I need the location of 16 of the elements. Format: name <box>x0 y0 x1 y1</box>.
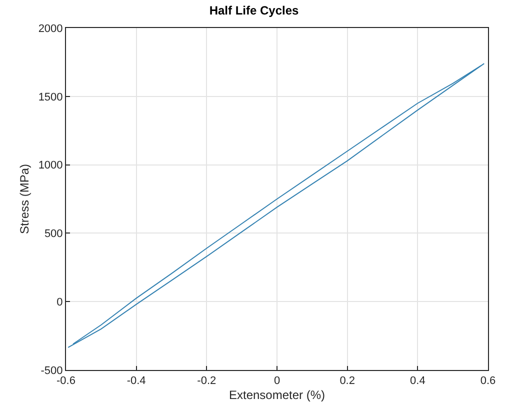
x-tick-label: -0.6 <box>56 375 76 388</box>
x-tick-label: 0.6 <box>480 375 496 388</box>
x-tick-label: -0.4 <box>126 375 146 388</box>
y-axis-title: Stress (MPa) <box>18 164 32 234</box>
y-tick-label: -500 <box>40 364 63 377</box>
y-tick-label: 0 <box>56 296 63 308</box>
x-tick-label: 0 <box>274 375 280 388</box>
y-tick-label: 1000 <box>38 160 63 172</box>
y-tick-label: 1500 <box>38 91 63 104</box>
x-axis-title: Extensometer (%) <box>228 388 326 402</box>
x-tick-label: -0.2 <box>197 375 216 388</box>
x-tick-label: 0.2 <box>340 375 355 388</box>
chart-title: Half Life Cycles <box>209 4 300 18</box>
y-tick-label: 2000 <box>38 22 63 35</box>
x-tick-label: 0.4 <box>410 375 426 388</box>
y-tick-label: 500 <box>44 228 63 240</box>
